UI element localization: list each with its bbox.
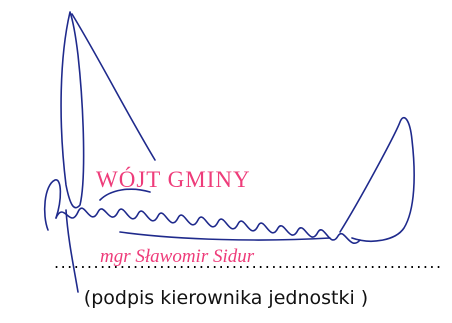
signature-caption: (podpis kierownika jednostki ) [83,287,369,309]
signature-dotted-line: ........................................… [54,256,444,270]
stamp-name: mgr Sławomir Sidur [100,246,255,267]
stamp-title: WÓJT GMINY [96,167,251,192]
